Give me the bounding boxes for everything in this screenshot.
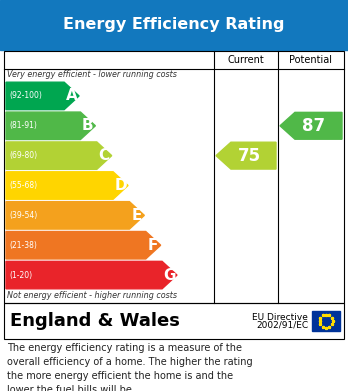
Text: D: D [114,178,127,193]
Text: C: C [99,148,110,163]
Text: (69-80): (69-80) [9,151,37,160]
Bar [0,0,348,50]
Text: (92-100): (92-100) [9,91,42,100]
Text: England & Wales: England & Wales [10,312,180,330]
Text: B: B [82,118,94,133]
Polygon shape [6,112,95,140]
Text: 75: 75 [237,147,261,165]
Polygon shape [6,202,144,229]
Text: Potential: Potential [290,55,332,65]
Text: The energy efficiency rating is a measure of the
overall efficiency of a home. T: The energy efficiency rating is a measur… [7,343,253,391]
Polygon shape [6,142,112,169]
Text: Not energy efficient - higher running costs: Not energy efficient - higher running co… [7,291,177,300]
Bar [4,303,344,339]
Text: (1-20): (1-20) [9,271,32,280]
Polygon shape [6,172,128,199]
Bar [312,311,340,331]
Text: G: G [163,267,176,283]
Text: E: E [132,208,142,223]
Text: 2002/91/EC: 2002/91/EC [256,321,308,330]
Text: A: A [66,88,78,104]
Bar [4,51,344,303]
Text: 87: 87 [302,117,325,135]
Polygon shape [6,261,177,289]
Text: (21-38): (21-38) [9,241,37,250]
Text: Energy Efficiency Rating: Energy Efficiency Rating [63,18,285,32]
Text: (55-68): (55-68) [9,181,37,190]
Text: F: F [148,238,158,253]
Text: Current: Current [228,55,264,65]
Text: (81-91): (81-91) [9,121,37,130]
Polygon shape [280,112,342,139]
Polygon shape [216,142,276,169]
Text: (39-54): (39-54) [9,211,37,220]
Polygon shape [6,82,79,109]
Text: Very energy efficient - lower running costs: Very energy efficient - lower running co… [7,70,177,79]
Text: EU Directive: EU Directive [252,312,308,321]
Polygon shape [6,231,161,259]
